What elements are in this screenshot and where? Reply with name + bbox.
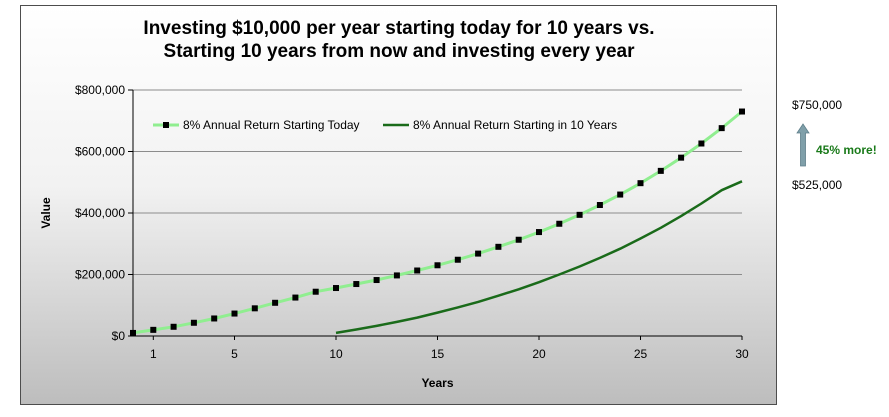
legend-marker-1 xyxy=(163,122,169,128)
y-tick-label: $800,000 xyxy=(75,83,125,97)
series-1-point xyxy=(231,310,238,317)
series-1-point xyxy=(353,281,360,288)
series-1-point xyxy=(536,229,542,236)
line-chart: Investing $10,000 per year starting toda… xyxy=(39,18,749,390)
y-axis-label: Value xyxy=(39,197,53,229)
x-tick-label: 1 xyxy=(150,347,157,361)
chart-frame: Investing $10,000 per year starting toda… xyxy=(20,5,777,405)
series-line-1 xyxy=(132,110,743,335)
series-1-point xyxy=(475,250,482,257)
annotation-bottom-value: $525,000 xyxy=(792,178,843,192)
series-1-point xyxy=(596,202,603,209)
series-1-point xyxy=(150,326,157,333)
series-1-point xyxy=(556,220,563,227)
series-1-point xyxy=(170,323,177,330)
series-1-point xyxy=(515,236,522,243)
x-tick-label: 5 xyxy=(231,347,238,361)
series-1-point xyxy=(251,305,258,312)
series-1-point xyxy=(333,285,339,292)
annotation-percent-more: 45% more! xyxy=(816,143,877,157)
series-1-point xyxy=(190,319,197,326)
legend-label-1: 8% Annual Return Starting Today xyxy=(183,118,360,132)
y-tick-label: $600,000 xyxy=(75,145,125,159)
x-tick-label: 25 xyxy=(634,347,648,361)
x-tick-label: 10 xyxy=(329,347,343,361)
x-axis-label: Years xyxy=(421,376,453,390)
series-1-point xyxy=(292,294,299,301)
chart-title-line1: Investing $10,000 per year starting toda… xyxy=(143,18,654,39)
series-1-point xyxy=(130,329,136,336)
y-tick-label: $200,000 xyxy=(75,268,125,282)
series-1-point xyxy=(576,211,583,218)
series-1-point xyxy=(739,108,745,115)
series-1-point xyxy=(678,154,685,161)
series-1-point xyxy=(373,277,380,284)
y-tick-label: $0 xyxy=(112,329,126,343)
series-1-point xyxy=(617,191,624,198)
series-1-point xyxy=(637,180,644,187)
series-1-point xyxy=(454,256,461,263)
up-arrow-icon xyxy=(796,123,810,167)
series-1-point xyxy=(414,267,421,274)
series-1-point xyxy=(272,299,279,306)
series-1-point xyxy=(211,315,218,322)
chart-title-line2: Starting 10 years from now and investing… xyxy=(164,41,636,62)
series-1-point xyxy=(312,288,319,295)
legend-label-2: 8% Annual Return Starting in 10 Years xyxy=(413,118,617,132)
series-1-point xyxy=(718,125,725,132)
series-1-point xyxy=(495,243,502,250)
series-1-point xyxy=(393,272,400,279)
x-tick-label: 30 xyxy=(735,347,749,361)
annotation-top-value: $750,000 xyxy=(792,98,843,112)
x-tick-label: 15 xyxy=(431,347,445,361)
series-1-point xyxy=(434,262,441,269)
series-line-2 xyxy=(335,180,743,335)
y-tick-label: $400,000 xyxy=(75,206,125,220)
series-1-point xyxy=(657,167,664,174)
series-1-point xyxy=(698,140,705,147)
x-tick-label: 20 xyxy=(532,347,546,361)
